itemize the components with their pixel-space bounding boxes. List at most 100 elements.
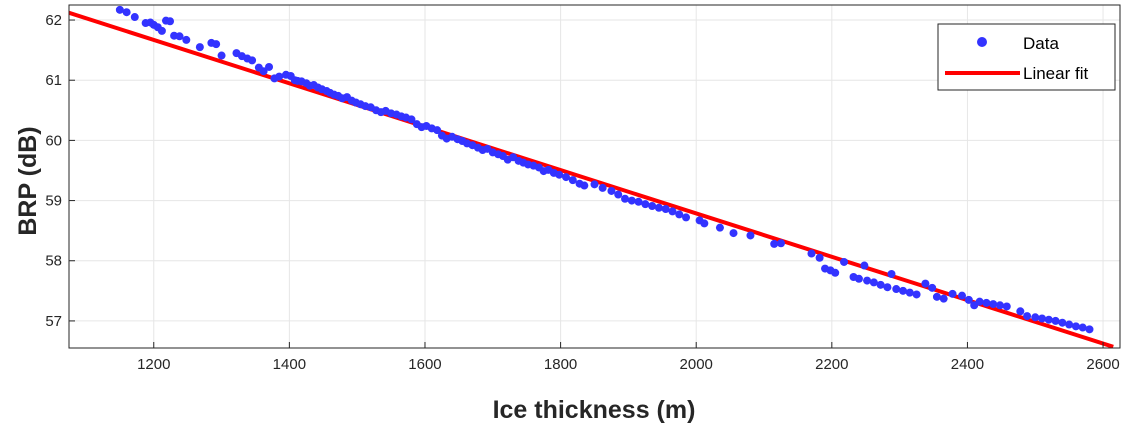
data-point [883, 283, 892, 292]
data-point [876, 280, 885, 289]
data-point [932, 292, 941, 301]
data-point [661, 204, 670, 213]
data-point [407, 115, 416, 124]
data-point [770, 239, 779, 248]
data-point [1002, 302, 1011, 311]
data-point [869, 278, 878, 287]
data-point [905, 288, 914, 297]
x-tick-label: 1600 [408, 356, 441, 373]
data-point [627, 196, 636, 205]
data-point [682, 213, 691, 222]
legend-data-label: Data [1023, 34, 1059, 53]
data-point [668, 207, 677, 216]
data-point [887, 269, 896, 278]
y-tick-labels: 57 58 59 60 61 62 [45, 12, 62, 330]
data-point [1031, 313, 1040, 322]
data-point [964, 295, 973, 304]
data-point [614, 190, 623, 199]
data-point [433, 126, 442, 135]
data-point [1085, 325, 1094, 334]
y-tick-label: 57 [45, 313, 62, 330]
x-tick-label: 1400 [273, 356, 306, 373]
data-point [892, 285, 901, 294]
data-point [580, 181, 589, 190]
y-axis-label: BRP (dB) [14, 126, 42, 235]
data-point [641, 200, 650, 209]
data-point [989, 300, 998, 309]
data-point [840, 257, 849, 266]
data-point [1044, 315, 1053, 324]
data-point [598, 183, 607, 192]
data-point [715, 223, 724, 232]
data-point [621, 194, 630, 203]
legend-box [937, 23, 1116, 91]
data-point [217, 51, 226, 60]
data-point [607, 186, 616, 195]
data-point [157, 26, 166, 35]
data-point [568, 176, 577, 185]
x-tick-label: 1200 [137, 356, 170, 373]
data-point [939, 294, 948, 303]
data-point [958, 291, 967, 300]
legend: Data Linear fit [937, 23, 1116, 91]
legend-fit-label: Linear fit [1023, 64, 1088, 83]
plot-area-frame [68, 4, 1121, 349]
x-axis-label: Ice thickness (m) [493, 396, 696, 424]
data-point [115, 5, 124, 14]
data-point [265, 62, 274, 71]
data-points [115, 5, 1094, 334]
data-point [1058, 318, 1067, 327]
y-tick-label: 60 [45, 132, 62, 149]
data-point [860, 261, 869, 270]
data-point [675, 210, 684, 219]
data-point [729, 229, 738, 238]
data-point [746, 231, 755, 240]
data-point [700, 219, 709, 228]
data-point [1071, 322, 1080, 331]
axes [68, 4, 1121, 349]
data-point [928, 283, 937, 292]
y-tick-label: 58 [45, 253, 62, 270]
data-point [259, 67, 268, 76]
data-point [899, 286, 908, 295]
data-point [182, 35, 191, 44]
data-point [815, 253, 824, 262]
x-tick-labels: 1200 1400 1600 1800 2000 2200 2400 2600 [137, 356, 1120, 373]
data-point [1051, 316, 1060, 325]
data-point [555, 170, 564, 179]
data-point [275, 72, 284, 81]
x-tick-label: 2200 [815, 356, 848, 373]
data-point [1078, 323, 1087, 332]
legend-data-marker [977, 37, 987, 47]
data-point [854, 274, 863, 283]
data-point [807, 249, 816, 258]
data-point [982, 298, 991, 307]
data-point [948, 289, 957, 298]
data-point [648, 201, 657, 210]
data-point [1023, 312, 1032, 321]
data-point [831, 268, 840, 277]
data-point [248, 56, 257, 65]
x-tick-label: 2000 [680, 356, 713, 373]
data-point [1065, 320, 1074, 329]
data-point [166, 17, 175, 26]
data-point [590, 180, 599, 189]
data-point [921, 279, 930, 288]
linear-fit-line [69, 10, 1114, 348]
data-point [130, 13, 139, 22]
data-point [654, 203, 663, 212]
data-point [634, 197, 643, 206]
data-point [1016, 307, 1025, 316]
data-point [1038, 314, 1047, 323]
data-point [175, 32, 184, 41]
data-point [195, 43, 204, 52]
x-tick-label: 1800 [544, 356, 577, 373]
x-tick-label: 2600 [1086, 356, 1119, 373]
y-tick-label: 59 [45, 193, 62, 210]
data-point [975, 297, 984, 306]
x-tick-label: 2400 [951, 356, 984, 373]
data-point [995, 301, 1004, 310]
data-point [212, 40, 221, 49]
data-point [122, 8, 131, 17]
